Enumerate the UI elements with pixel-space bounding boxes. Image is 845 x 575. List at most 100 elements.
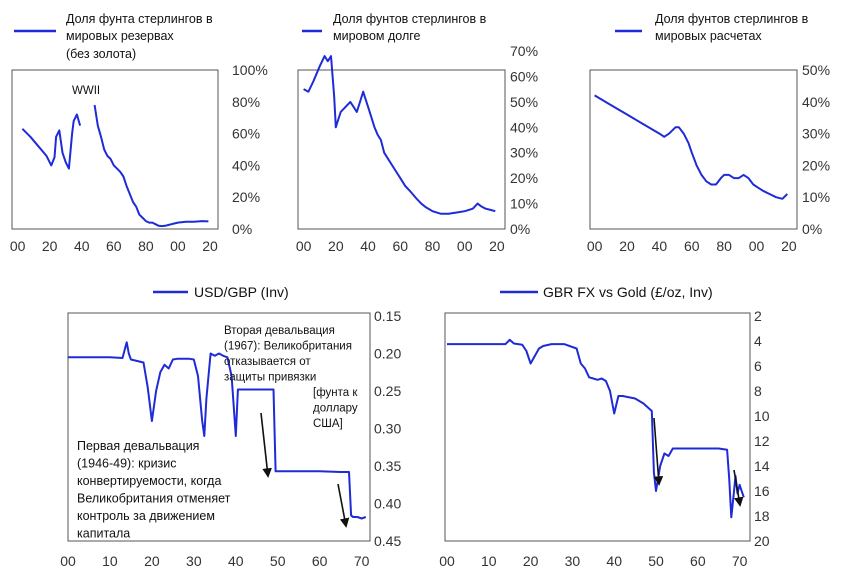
- plot-frame: [11, 69, 219, 230]
- x-tick-label: 00: [587, 238, 603, 254]
- x-tick-label: 40: [606, 553, 622, 569]
- legend-label: USD/GBP (Inv): [194, 284, 289, 300]
- x-tick-label: 20: [489, 238, 505, 254]
- second-devaluation-note: отказывается от: [224, 356, 311, 368]
- x-tick-label: 80: [425, 238, 441, 254]
- y-tick-label: 40%: [232, 157, 260, 173]
- y-tick-label: 0.35: [374, 458, 401, 474]
- chart-panel-1: Доля фунта стерлингов в мировых резервах (…: [10, 12, 268, 254]
- y-tick-label: 0.15: [374, 308, 401, 324]
- x-tick-label: 70: [732, 553, 748, 569]
- second-devaluation-note: доллару: [313, 403, 358, 415]
- plot-frame: [589, 69, 798, 230]
- x-tick-label: 80: [138, 238, 154, 254]
- x-tick-label: 00: [749, 238, 765, 254]
- x-tick-label: 00: [60, 553, 76, 569]
- y-tick-label: 20%: [510, 170, 538, 186]
- y-tick-label: 40%: [802, 94, 830, 110]
- first-devaluation-note: конвертируемости, когда: [77, 474, 221, 488]
- y-tick-label: 0%: [510, 221, 530, 237]
- series-line-1: [303, 55, 496, 215]
- legend-label: мировых расчетах: [655, 29, 762, 43]
- series-line-1: [447, 338, 745, 519]
- y-tick-label: 0.25: [374, 383, 401, 399]
- x-tick-label: 10: [481, 553, 497, 569]
- chart-panel-4: USD/GBP (Inv) 0.15 0.20 0.25 0.30 0.35 0.40 0.4…: [60, 284, 401, 569]
- x-tick-label: 00: [170, 238, 186, 254]
- y-tick-label: 10%: [802, 189, 830, 205]
- x-tick-label: 00: [457, 238, 473, 254]
- series-line-1: [68, 341, 367, 520]
- x-tick-label: 60: [312, 553, 328, 569]
- x-tick-label: 40: [360, 238, 376, 254]
- second-devaluation-note: защиты привязки: [224, 372, 316, 384]
- second-devaluation-note: (1967): Великобритания: [224, 341, 352, 353]
- plot-frame: [297, 69, 506, 230]
- y-tick-label: 0.45: [374, 533, 401, 549]
- legend-label: GBR FX vs Gold (£/oz, Inv): [543, 284, 713, 300]
- devaluation-arrow-1: [260, 412, 272, 478]
- x-tick-label: 10: [102, 553, 118, 569]
- y-tick-label: 50%: [510, 94, 538, 110]
- x-tick-label: 20: [328, 238, 344, 254]
- x-tick-label: 30: [186, 553, 202, 569]
- x-tick-label: 40: [74, 238, 90, 254]
- plot-frame: [67, 312, 371, 542]
- x-tick-label: 20: [619, 238, 635, 254]
- series-line-1: [21, 113, 82, 170]
- second-devaluation-note: США]: [313, 418, 343, 430]
- x-tick-label: 50: [270, 553, 286, 569]
- y-tick-label: 10: [754, 408, 770, 424]
- second-devaluation-note: [фунта к: [313, 387, 358, 399]
- legend-label: Доля фунтов стерлингов в: [655, 12, 809, 26]
- y-tick-label: 60%: [510, 68, 538, 84]
- x-tick-label: 20: [781, 238, 797, 254]
- chart-panel-5: GBR FX vs Gold (£/oz, Inv) 2 4 6 8 10 12 14 16 18…: [439, 284, 770, 569]
- x-tick-label: 60: [106, 238, 122, 254]
- legend-label: мировом долге: [333, 29, 421, 43]
- x-tick-label: 40: [228, 553, 244, 569]
- y-tick-label: 0.40: [374, 496, 401, 512]
- x-tick-label: 50: [648, 553, 664, 569]
- x-tick-label: 00: [296, 238, 312, 254]
- x-tick-label: 00: [439, 553, 455, 569]
- y-tick-label: 10%: [510, 196, 538, 212]
- y-tick-label: 6: [754, 358, 762, 374]
- legend-label: Доля фунтов стерлингов в: [333, 12, 487, 26]
- y-tick-label: 30%: [802, 126, 830, 142]
- x-tick-label: 40: [652, 238, 668, 254]
- legend-label: Доля фунта стерлингов в: [66, 12, 213, 26]
- y-tick-label: 0%: [232, 221, 252, 237]
- x-tick-label: 60: [684, 238, 700, 254]
- x-tick-label: 20: [523, 553, 539, 569]
- wwii-annotation: WWII: [72, 85, 100, 97]
- x-tick-label: 80: [716, 238, 732, 254]
- legend-label: (без золота): [66, 47, 136, 61]
- y-tick-label: 0%: [802, 221, 822, 237]
- y-tick-label: 30%: [510, 145, 538, 161]
- plot-frame: [444, 312, 751, 542]
- y-tick-label: 40%: [510, 119, 538, 135]
- y-tick-label: 0.30: [374, 421, 401, 437]
- x-tick-label: 70: [354, 553, 370, 569]
- y-tick-label: 20%: [232, 189, 260, 205]
- y-tick-label: 16: [754, 483, 770, 499]
- devaluation-arrow-4: [733, 469, 744, 507]
- x-tick-label: 20: [144, 553, 160, 569]
- legend-label: мировых резервах: [66, 29, 174, 43]
- first-devaluation-note: контроль за движением: [77, 509, 215, 523]
- chart-panel-3: Доля фунтов стерлингов в мировых расчетах…: [587, 12, 830, 254]
- x-tick-label: 60: [392, 238, 408, 254]
- x-tick-label: 20: [202, 238, 218, 254]
- x-tick-label: 30: [565, 553, 581, 569]
- series-line-2: [93, 104, 209, 228]
- devaluation-arrow-3: [653, 417, 664, 486]
- y-tick-label: 60%: [232, 126, 260, 142]
- x-tick-label: 20: [42, 238, 58, 254]
- y-tick-label: 20: [754, 533, 770, 549]
- y-tick-label: 80%: [232, 94, 260, 110]
- first-devaluation-note: капитала: [77, 527, 130, 541]
- y-tick-label: 70%: [510, 43, 538, 59]
- y-tick-label: 20%: [802, 157, 830, 173]
